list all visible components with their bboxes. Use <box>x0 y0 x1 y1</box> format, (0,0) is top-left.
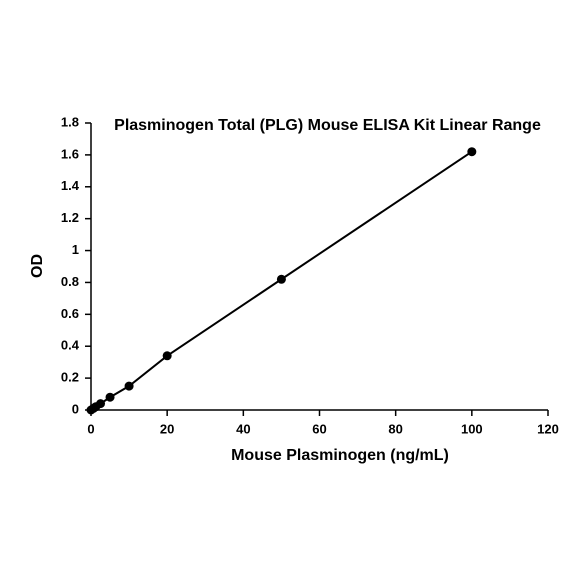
x-tick-label: 60 <box>312 421 326 436</box>
data-point <box>276 274 286 284</box>
data-point <box>96 399 106 409</box>
x-tick-label: 0 <box>87 421 94 436</box>
y-tick-label: 0.2 <box>61 370 79 385</box>
data-point <box>105 392 115 402</box>
x-tick-label: 20 <box>160 421 174 436</box>
x-tick-label: 80 <box>388 421 402 436</box>
chart-title: Plasminogen Total (PLG) Mouse ELISA Kit … <box>114 117 541 134</box>
data-point <box>162 351 172 361</box>
y-axis-label: OD <box>29 254 46 278</box>
y-tick-label: 0 <box>72 401 79 416</box>
y-tick-label: 0.8 <box>61 274 79 289</box>
x-tick-label: 100 <box>461 421 483 436</box>
y-tick-label: 0.4 <box>61 338 80 353</box>
data-point <box>124 381 134 391</box>
data-point <box>467 147 477 157</box>
x-tick-label: 120 <box>537 421 559 436</box>
y-tick-label: 1.8 <box>61 114 79 129</box>
x-axis-label: Mouse Plasminogen (ng/mL) <box>231 447 449 464</box>
y-tick-label: 1.4 <box>61 178 80 193</box>
y-tick-label: 0.6 <box>61 306 79 321</box>
y-tick-label: 1.6 <box>61 146 79 161</box>
y-tick-label: 1 <box>72 242 79 257</box>
x-tick-label: 40 <box>236 421 250 436</box>
y-tick-label: 1.2 <box>61 210 79 225</box>
